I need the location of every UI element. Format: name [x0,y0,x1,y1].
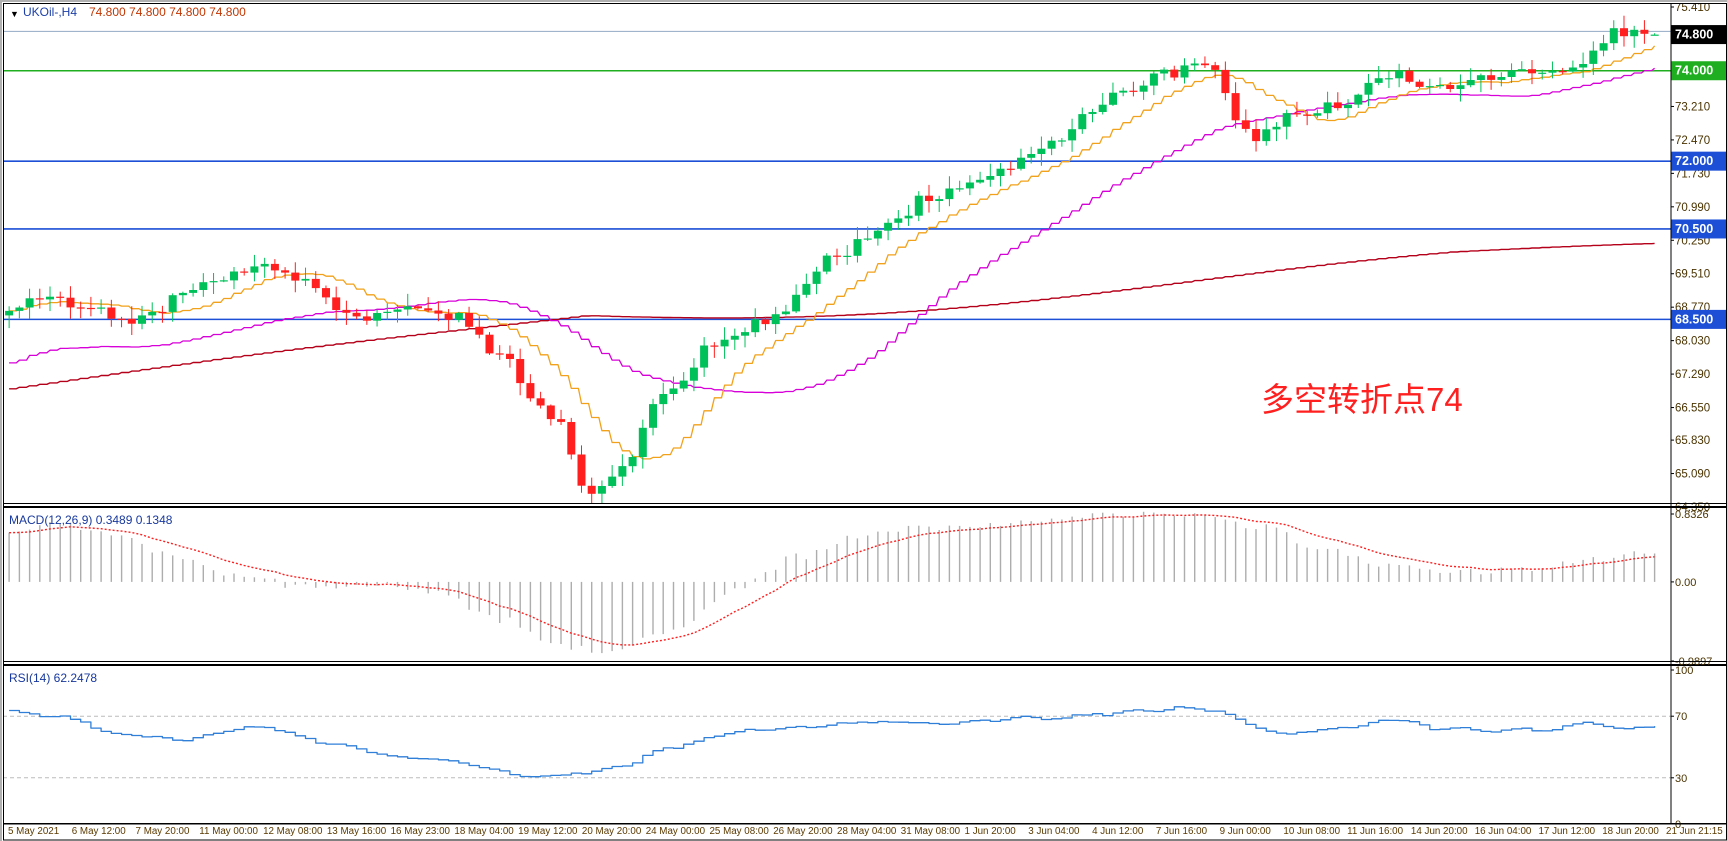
svg-text:75.410: 75.410 [1675,3,1710,14]
svg-text:9 Jun 00:00: 9 Jun 00:00 [1220,826,1272,837]
svg-text:28 May 04:00: 28 May 04:00 [837,826,897,837]
svg-text:18 Jun 20:00: 18 Jun 20:00 [1602,826,1659,837]
svg-text:13 May 16:00: 13 May 16:00 [327,826,387,837]
svg-text:65.090: 65.090 [1675,469,1710,481]
svg-text:RSI(14) 62.2478: RSI(14) 62.2478 [9,671,97,685]
svg-text:24 May 00:00: 24 May 00:00 [646,826,706,837]
svg-text:11 May 00:00: 11 May 00:00 [199,826,258,837]
svg-text:0.00: 0.00 [1675,577,1696,589]
svg-text:73.210: 73.210 [1675,101,1710,113]
svg-text:14 Jun 20:00: 14 Jun 20:00 [1411,826,1468,837]
svg-text:16 Jun 04:00: 16 Jun 04:00 [1475,826,1532,837]
svg-text:20 May 20:00: 20 May 20:00 [582,826,642,837]
svg-text:65.830: 65.830 [1675,435,1710,447]
svg-text:66.550: 66.550 [1675,403,1710,415]
svg-text:31 May 08:00: 31 May 08:00 [901,826,961,837]
svg-text:26 May 20:00: 26 May 20:00 [773,826,833,837]
svg-text:7 Jun 16:00: 7 Jun 16:00 [1156,826,1208,837]
svg-text:4 Jun 12:00: 4 Jun 12:00 [1092,826,1144,837]
svg-text:67.290: 67.290 [1675,369,1710,381]
svg-text:18 May 04:00: 18 May 04:00 [454,826,514,837]
svg-text:UKOil-,H4: UKOil-,H4 [23,5,77,19]
svg-text:74.800 74.800 74.800 74.800: 74.800 74.800 74.800 74.800 [89,5,246,19]
svg-text:68.030: 68.030 [1675,336,1710,348]
svg-text:11 Jun 16:00: 11 Jun 16:00 [1347,826,1403,837]
svg-text:16 May 23:00: 16 May 23:00 [391,826,451,837]
svg-text:12 May 08:00: 12 May 08:00 [263,826,323,837]
svg-text:74.000: 74.000 [1675,64,1713,78]
svg-text:1 Jun 20:00: 1 Jun 20:00 [965,826,1017,837]
svg-text:7 May 20:00: 7 May 20:00 [136,826,190,837]
svg-text:70.500: 70.500 [1675,222,1713,236]
svg-text:30: 30 [1675,773,1687,785]
svg-text:5 May 2021: 5 May 2021 [8,826,59,837]
svg-text:3 Jun 04:00: 3 Jun 04:00 [1028,826,1080,837]
svg-text:70: 70 [1675,711,1687,723]
svg-text:17 Jun 12:00: 17 Jun 12:00 [1538,826,1595,837]
svg-text:72.470: 72.470 [1675,135,1710,147]
svg-text:100: 100 [1675,665,1693,677]
svg-text:10 Jun 08:00: 10 Jun 08:00 [1283,826,1340,837]
svg-text:21 Jun 21:15: 21 Jun 21:15 [1666,826,1723,837]
svg-text:68.500: 68.500 [1675,312,1713,326]
svg-text:19 May 12:00: 19 May 12:00 [518,826,578,837]
svg-text:MACD(12,26,9) 0.3489 0.1348: MACD(12,26,9) 0.3489 0.1348 [9,513,173,527]
svg-text:69.510: 69.510 [1675,269,1710,281]
svg-text:多空转折点74: 多空转折点74 [1261,381,1463,418]
svg-text:25 May 08:00: 25 May 08:00 [709,826,769,837]
svg-text:74.800: 74.800 [1675,28,1713,42]
svg-text:▼: ▼ [10,9,19,19]
svg-text:72.000: 72.000 [1675,154,1713,168]
svg-text:6 May 12:00: 6 May 12:00 [72,826,126,837]
svg-text:70.990: 70.990 [1675,202,1710,214]
svg-text:0.8326: 0.8326 [1675,509,1709,521]
